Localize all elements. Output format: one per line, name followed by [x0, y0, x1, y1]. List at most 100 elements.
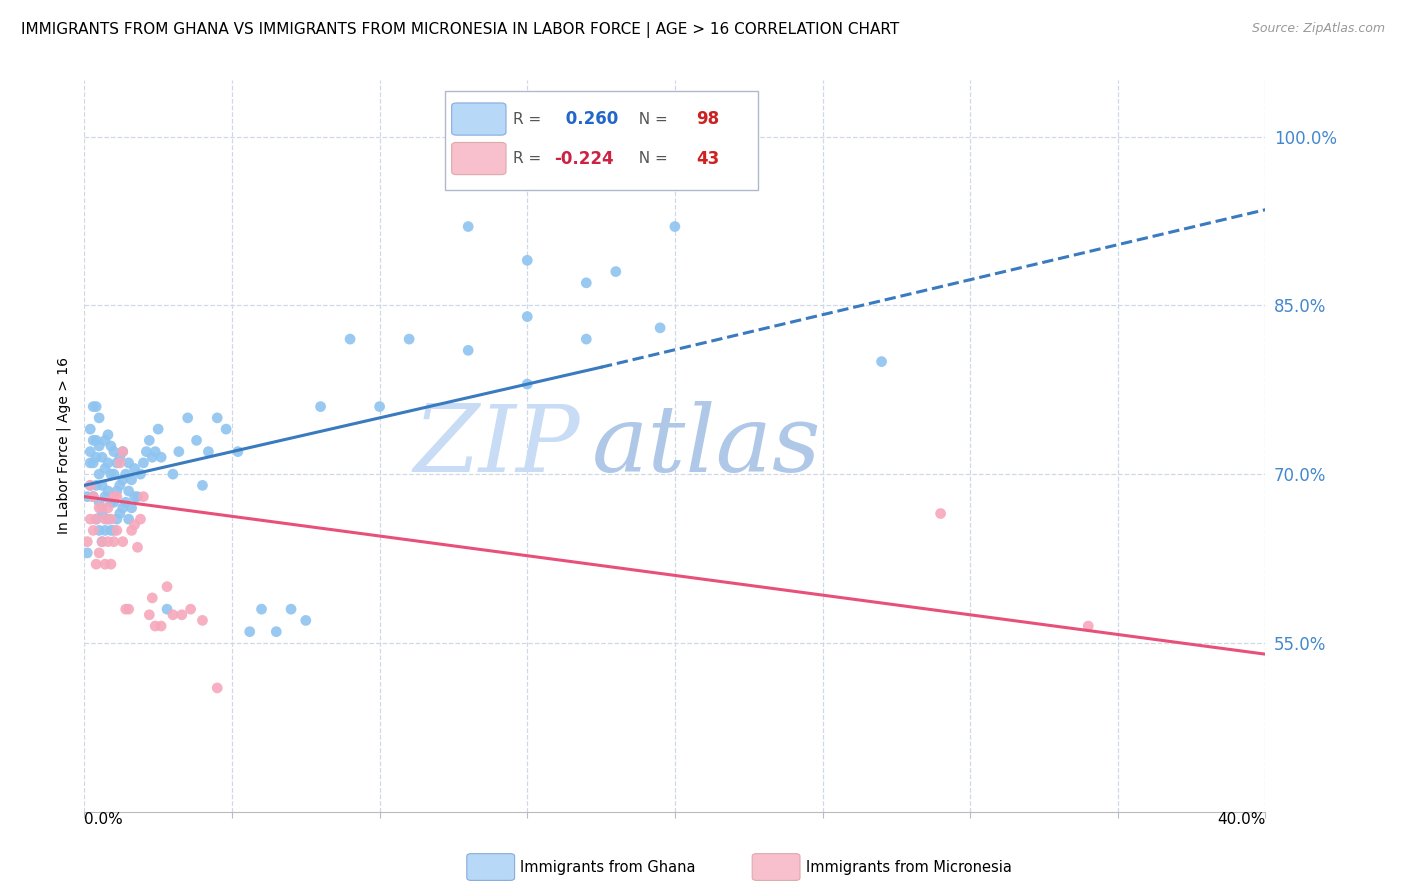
Point — [118, 483, 141, 498]
Point — [82, 490, 104, 504]
Point — [162, 607, 184, 622]
Point — [143, 444, 166, 458]
Point — [339, 332, 361, 346]
Point — [148, 422, 170, 436]
Point — [91, 507, 114, 521]
Text: Immigrants from Micronesia: Immigrants from Micronesia — [806, 860, 1011, 874]
Point — [97, 427, 120, 442]
Point — [82, 456, 104, 470]
Point — [91, 500, 114, 515]
Point — [94, 557, 117, 571]
Point — [89, 524, 111, 538]
Point — [156, 580, 179, 594]
Point — [516, 377, 538, 392]
FancyBboxPatch shape — [451, 143, 506, 175]
Point — [111, 444, 134, 458]
Point — [135, 444, 157, 458]
Point — [94, 434, 117, 448]
Text: N =: N = — [628, 151, 672, 166]
Point — [127, 541, 149, 555]
Point — [197, 444, 219, 458]
Point — [226, 444, 249, 458]
Text: R =: R = — [513, 112, 546, 127]
Point — [186, 434, 208, 448]
Point — [143, 619, 166, 633]
Point — [516, 310, 538, 324]
Point — [97, 534, 120, 549]
Point — [79, 444, 101, 458]
Point — [138, 607, 160, 622]
Point — [118, 602, 141, 616]
Point — [121, 473, 143, 487]
Point — [100, 524, 122, 538]
Point — [215, 422, 238, 436]
Point — [295, 614, 318, 628]
Point — [205, 410, 228, 425]
Point — [239, 624, 262, 639]
Point — [162, 467, 184, 482]
Point — [516, 253, 538, 268]
Point — [91, 478, 114, 492]
Point — [111, 500, 134, 515]
Point — [84, 557, 107, 571]
Point — [89, 500, 111, 515]
Point — [111, 473, 134, 487]
Point — [398, 332, 420, 346]
Text: 98: 98 — [696, 110, 720, 128]
Point — [250, 602, 273, 616]
Point — [141, 450, 163, 465]
Text: N =: N = — [628, 112, 672, 127]
Point — [114, 467, 136, 482]
Point — [103, 444, 125, 458]
Point — [150, 450, 173, 465]
Point — [100, 467, 122, 482]
Point — [575, 276, 598, 290]
Point — [82, 490, 104, 504]
Point — [91, 534, 114, 549]
Point — [103, 495, 125, 509]
Point — [124, 517, 146, 532]
Point — [605, 264, 627, 278]
Point — [664, 219, 686, 234]
Point — [108, 478, 131, 492]
Point — [105, 456, 128, 470]
Point — [124, 490, 146, 504]
Point — [103, 467, 125, 482]
Point — [97, 512, 120, 526]
Point — [103, 524, 125, 538]
Point — [138, 434, 160, 448]
Text: 0.260: 0.260 — [561, 110, 619, 128]
Point — [114, 602, 136, 616]
Point — [108, 450, 131, 465]
Point — [132, 456, 155, 470]
Point — [82, 524, 104, 538]
Point — [132, 490, 155, 504]
Point — [105, 524, 128, 538]
Point — [82, 490, 104, 504]
Point — [191, 614, 214, 628]
Point — [105, 483, 128, 498]
Point — [91, 534, 114, 549]
Text: IMMIGRANTS FROM GHANA VS IMMIGRANTS FROM MICRONESIA IN LABOR FORCE | AGE > 16 CO: IMMIGRANTS FROM GHANA VS IMMIGRANTS FROM… — [21, 22, 900, 38]
Point — [79, 422, 101, 436]
Point — [97, 483, 120, 498]
Point — [121, 500, 143, 515]
Point — [118, 512, 141, 526]
Point — [89, 495, 111, 509]
Text: 40.0%: 40.0% — [1218, 812, 1265, 827]
Point — [111, 534, 134, 549]
Text: R =: R = — [513, 151, 546, 166]
Point — [76, 546, 98, 560]
Point — [89, 546, 111, 560]
Point — [84, 400, 107, 414]
Point — [84, 512, 107, 526]
Point — [264, 624, 288, 639]
Point — [94, 512, 117, 526]
Text: ZIP: ZIP — [413, 401, 581, 491]
Point — [94, 461, 117, 475]
Point — [76, 490, 98, 504]
Point — [457, 219, 479, 234]
Point — [124, 461, 146, 475]
Point — [108, 456, 131, 470]
Point — [100, 512, 122, 526]
